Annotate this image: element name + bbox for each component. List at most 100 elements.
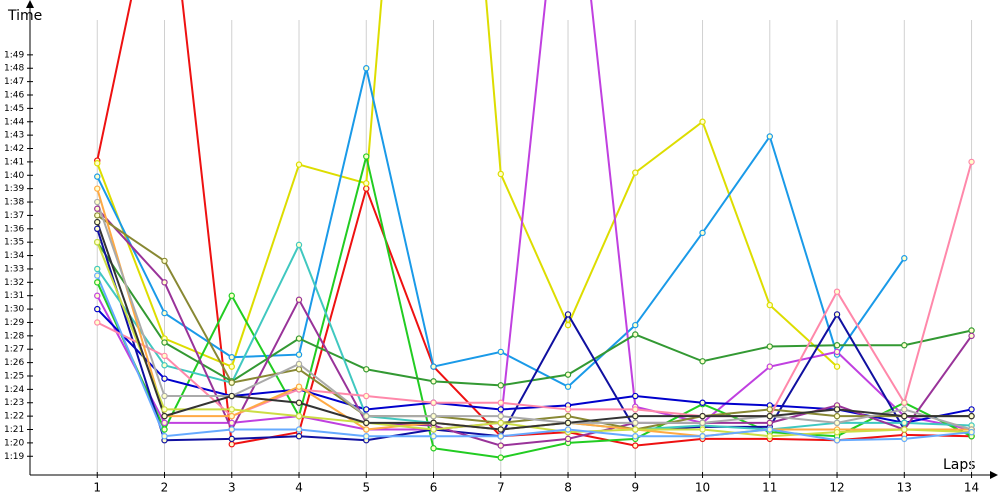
point	[968, 406, 975, 413]
x-tick-label: 8	[564, 481, 572, 495]
point	[901, 255, 908, 262]
y-tick-label: 1:35	[4, 238, 24, 248]
x-tick-label: 3	[228, 481, 236, 495]
point	[564, 419, 572, 427]
point	[833, 342, 841, 349]
y-tick-label: 1:28	[4, 331, 24, 341]
y-tick-label: 1:25	[4, 371, 24, 381]
point	[295, 351, 303, 358]
point	[228, 363, 235, 370]
point	[766, 412, 773, 420]
point	[295, 366, 303, 373]
point	[497, 412, 504, 420]
point	[699, 229, 706, 237]
point	[564, 426, 572, 433]
point	[968, 428, 975, 436]
point	[430, 426, 437, 433]
point	[901, 406, 908, 413]
point	[94, 225, 101, 233]
y-tick-label: 1:22	[4, 412, 24, 422]
y-tick-label: 1:20	[4, 438, 24, 448]
point	[161, 352, 168, 360]
point	[363, 432, 370, 440]
x-tick-label: 9	[631, 481, 639, 495]
point	[295, 296, 303, 303]
point	[363, 153, 370, 160]
point	[632, 412, 639, 420]
point	[430, 399, 437, 406]
point	[632, 406, 639, 413]
point	[363, 419, 370, 427]
y-tick-label: 1:43	[4, 131, 24, 141]
point	[161, 406, 168, 413]
x-tick-label: 11	[762, 481, 777, 495]
point	[766, 426, 773, 433]
y-tick-label: 1:29	[4, 318, 24, 328]
point	[968, 412, 975, 420]
point	[699, 432, 706, 440]
y-tick-label: 1:21	[4, 425, 24, 435]
point	[632, 392, 639, 400]
point	[94, 198, 101, 206]
series-line	[96, 275, 972, 442]
series-line	[96, 201, 972, 431]
point	[497, 432, 504, 440]
point	[833, 406, 841, 413]
point	[430, 412, 437, 420]
point	[161, 309, 168, 317]
point	[295, 383, 303, 390]
point	[497, 170, 504, 178]
series-line	[96, 228, 972, 442]
x-tick-label: 13	[897, 481, 912, 495]
point	[766, 432, 773, 440]
point	[430, 363, 437, 370]
point	[564, 412, 572, 420]
point	[901, 412, 908, 420]
point	[766, 133, 773, 140]
point	[833, 412, 841, 420]
series-line	[96, 208, 973, 447]
point	[632, 321, 639, 329]
x-tick-label: 10	[695, 481, 710, 495]
point	[497, 454, 504, 461]
series-line	[96, 156, 972, 459]
point	[699, 118, 706, 125]
y-tick-label: 1:49	[4, 50, 24, 60]
y-tick-label: 1:46	[4, 91, 24, 101]
point	[901, 399, 908, 406]
point	[228, 354, 235, 361]
y-tick-label: 1:30	[4, 305, 24, 315]
point	[161, 412, 168, 420]
point	[363, 65, 370, 72]
point	[295, 399, 303, 406]
point	[632, 432, 639, 440]
y-tick-label: 1:34	[4, 251, 24, 261]
point	[94, 160, 101, 167]
point	[497, 399, 504, 406]
point	[430, 419, 437, 427]
x-tick-label: 1	[93, 481, 101, 495]
point	[430, 378, 437, 385]
point	[766, 301, 773, 309]
y-tick-label: 1:42	[4, 144, 24, 154]
point	[564, 321, 572, 329]
y-tick-label: 1:47	[4, 77, 24, 87]
point	[766, 363, 773, 370]
point	[161, 362, 168, 369]
point	[228, 392, 235, 400]
x-axis-arrow	[990, 471, 998, 479]
point	[699, 412, 706, 420]
point	[295, 161, 303, 168]
y-tick-label: 1:41	[4, 157, 24, 167]
point	[699, 426, 706, 433]
point	[161, 375, 168, 382]
point	[295, 426, 303, 433]
point	[228, 426, 235, 433]
point	[968, 158, 975, 166]
point	[94, 279, 101, 286]
point	[497, 426, 504, 433]
y-tick-label: 1:24	[4, 385, 24, 395]
point	[94, 238, 101, 246]
point	[632, 331, 639, 338]
point	[94, 212, 101, 219]
